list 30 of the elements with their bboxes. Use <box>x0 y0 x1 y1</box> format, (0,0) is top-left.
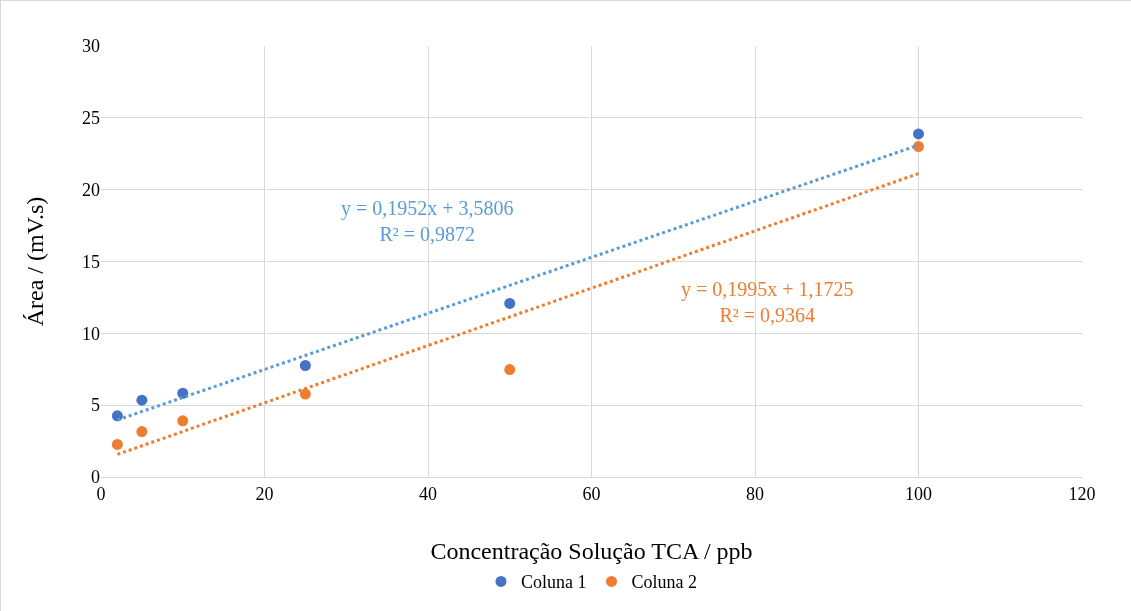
point <box>136 426 148 438</box>
y-tick-label: 30 <box>82 36 100 57</box>
point <box>504 364 516 376</box>
point <box>913 141 924 153</box>
point <box>136 394 148 406</box>
point <box>177 415 189 427</box>
y-tick-label: 15 <box>82 251 100 272</box>
point <box>504 297 516 309</box>
y-tick-label: 20 <box>82 179 100 200</box>
y-tick-label: 0 <box>91 467 100 488</box>
annotation: y = 0,1995x + 1,1725 R² = 0,9364 <box>681 278 854 326</box>
x-tick-label: 60 <box>582 483 601 504</box>
x-tick-label: 80 <box>746 483 764 504</box>
y-tick-label: 10 <box>82 323 100 344</box>
point <box>299 360 311 372</box>
x-tick-label: 40 <box>419 483 437 504</box>
y-axis-title: Área / (mV.s) <box>22 196 48 327</box>
x-tick-label: 100 <box>905 483 932 504</box>
legend-label: Coluna 2 <box>631 572 697 593</box>
point <box>111 438 123 450</box>
point <box>299 388 311 400</box>
x-axis-title: Concentração Solução TCA / ppb <box>430 538 753 564</box>
annotation: y = 0,1952x + 3,5806 R² = 0,9872 <box>341 197 514 245</box>
x-tick-label: 20 <box>255 483 274 504</box>
legend-label: Coluna 1 <box>521 572 587 593</box>
y-tick-label: 25 <box>82 108 100 129</box>
point <box>913 128 924 140</box>
y-tick-label: 5 <box>91 395 100 416</box>
x-tick-label: 120 <box>1068 483 1096 504</box>
point <box>111 410 123 422</box>
